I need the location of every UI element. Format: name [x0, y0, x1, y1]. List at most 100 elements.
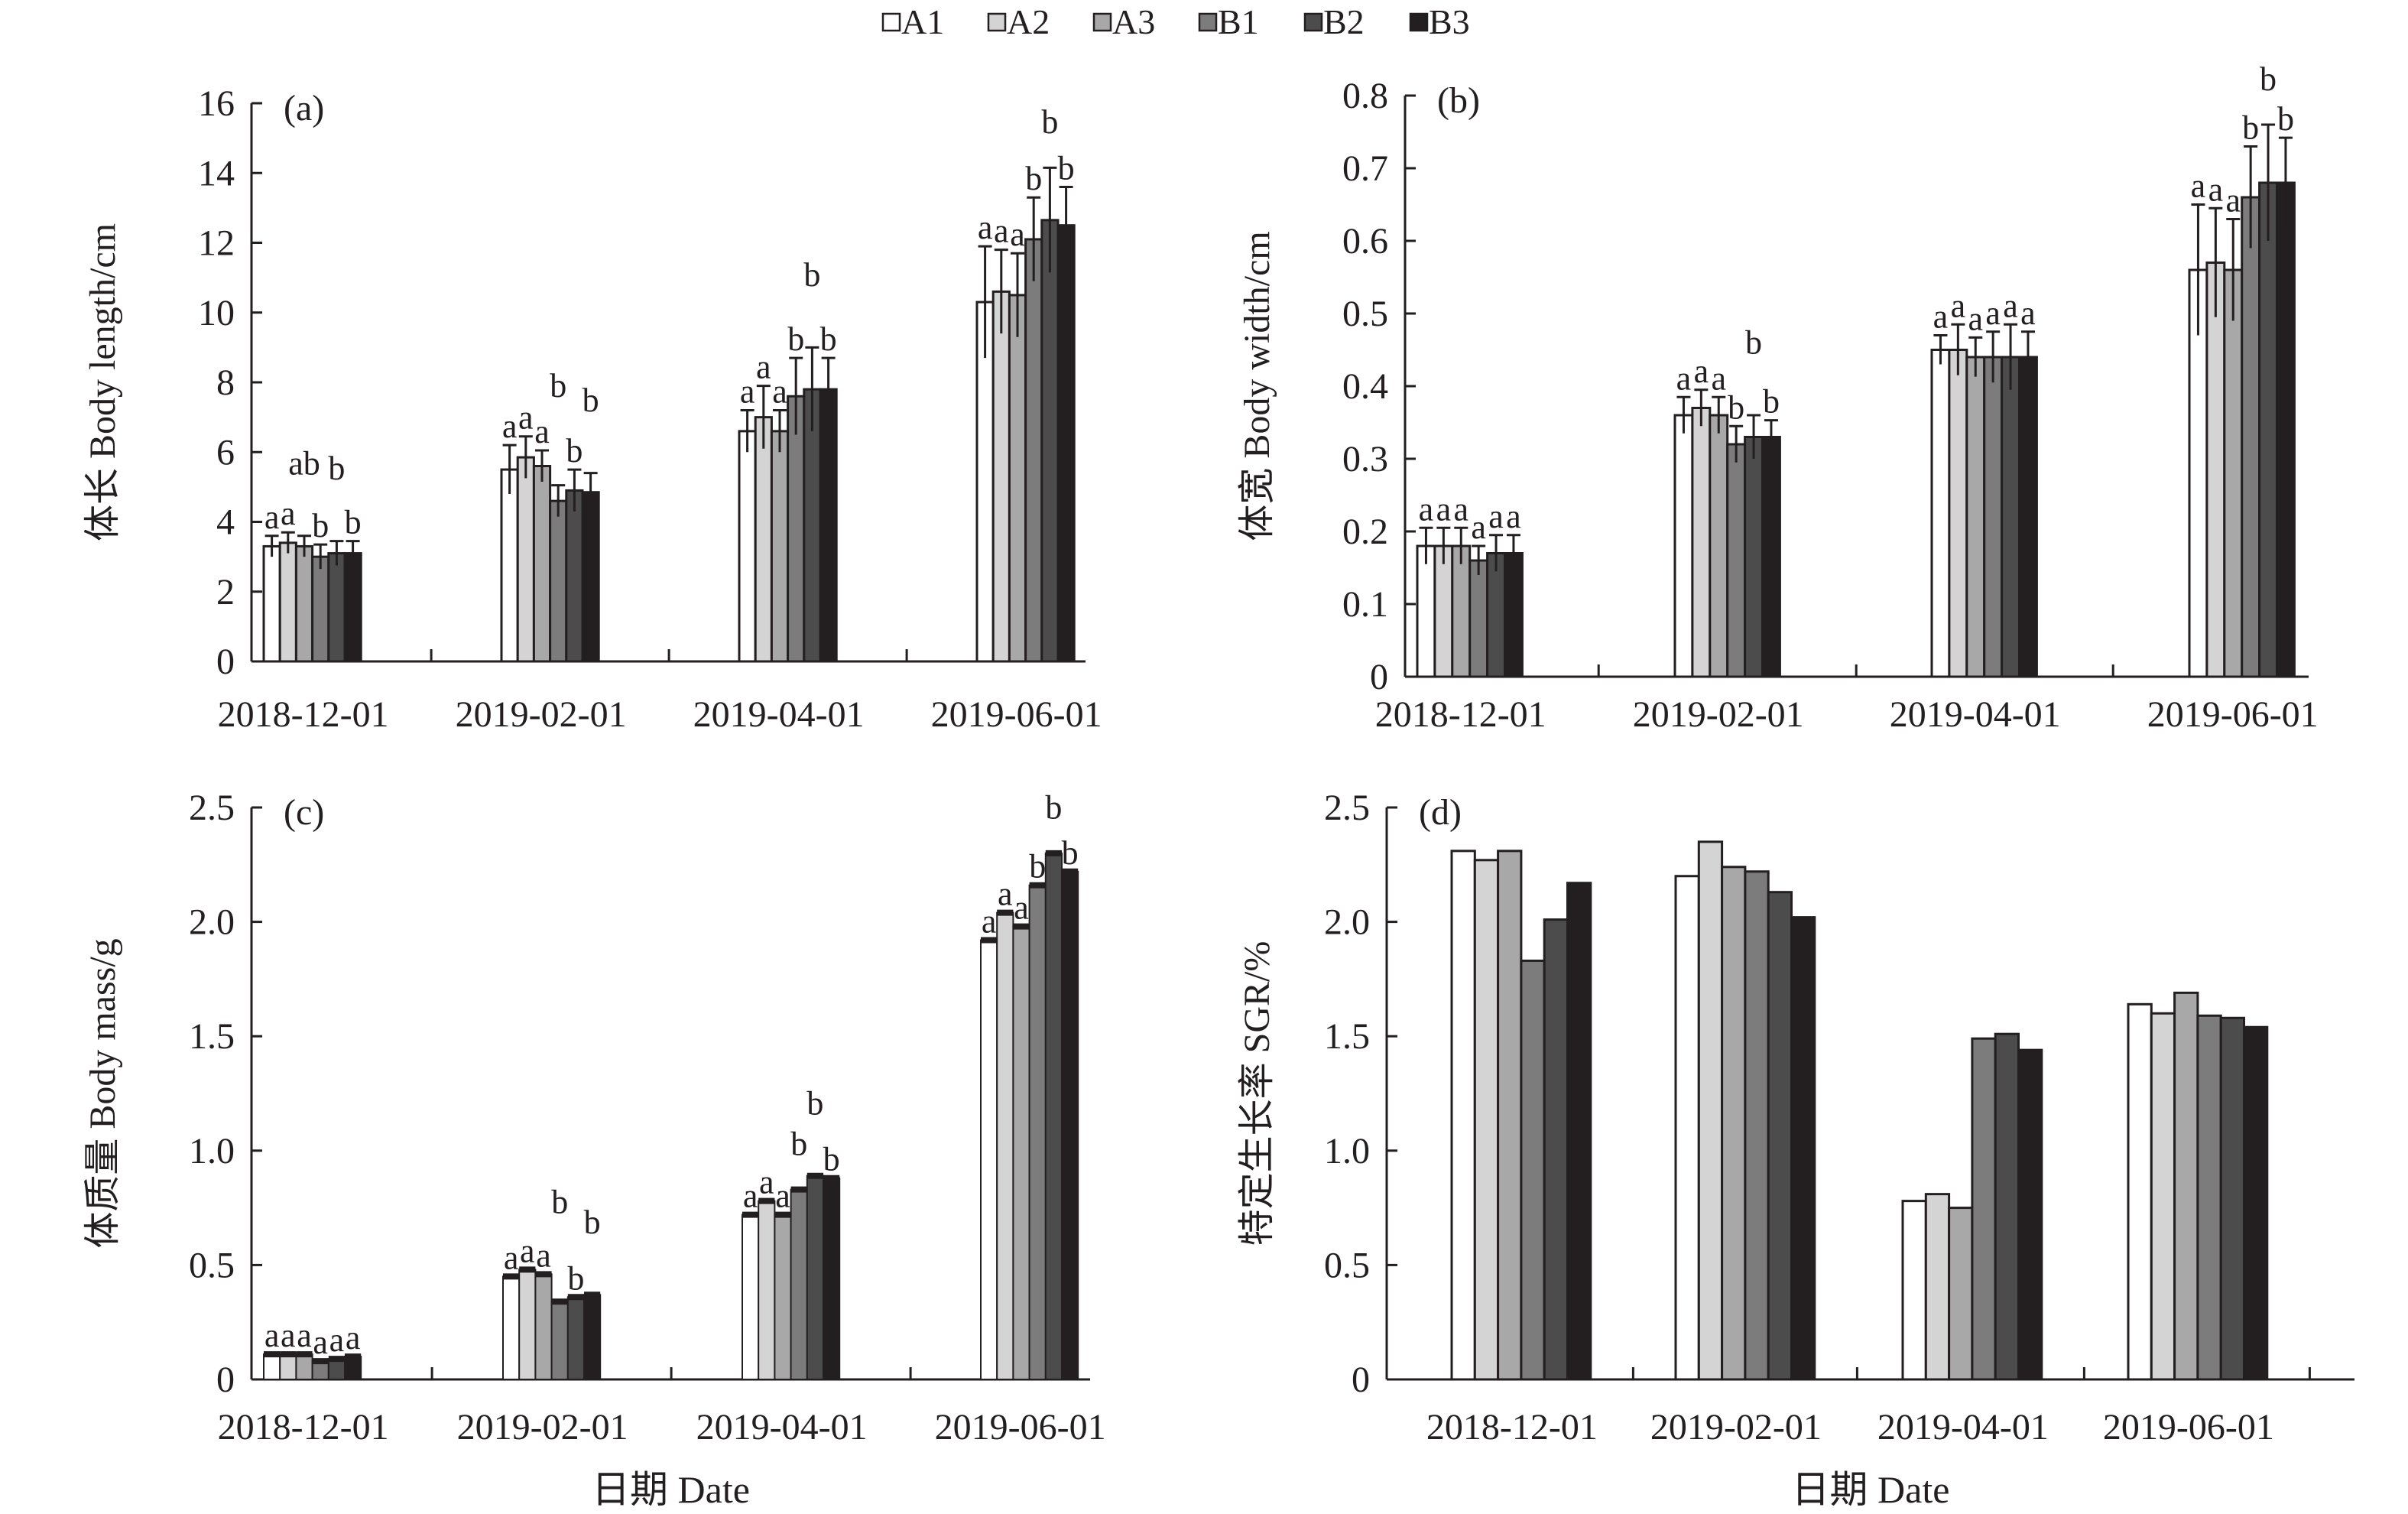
significance-letter: a: [504, 1239, 519, 1276]
x-tick-label: 2019-04-01: [1890, 694, 2061, 735]
legend-swatch-a1: [881, 12, 901, 32]
bar-a3: [774, 1213, 792, 1381]
bar-a1: [742, 1213, 760, 1381]
bar-b2: [806, 1174, 825, 1381]
bar-b2: [2001, 356, 2021, 678]
significance-letter: a: [346, 1319, 361, 1356]
bar-b2: [1994, 1032, 2020, 1381]
y-tick-label: 0.1: [1342, 584, 1388, 625]
y-tick-label: 8: [216, 362, 235, 403]
legend-label-a2: A2: [1007, 2, 1050, 41]
y-tick-label: 2.0: [189, 902, 235, 943]
legend-label-b3: B3: [1429, 2, 1470, 41]
significance-letter: a: [2208, 171, 2224, 208]
bar-b1: [1971, 1037, 1997, 1381]
panel-label: (d): [1419, 792, 1462, 833]
x-tick-label: 2018-12-01: [218, 1407, 389, 1447]
y-tick-label: 2.5: [1324, 788, 1370, 828]
legend-swatch-b1: [1198, 12, 1218, 32]
bar-a2: [996, 911, 1014, 1380]
x-tick-label: 2018-12-01: [218, 694, 389, 735]
y-axis-title: 体长 Body length/cm: [83, 223, 123, 541]
bar-b2: [1767, 891, 1793, 1381]
x-tick-label: 2019-06-01: [2103, 1407, 2274, 1447]
bar-a2: [1924, 1193, 1951, 1381]
bar-a1: [1930, 349, 1951, 678]
bar-a2: [2205, 262, 2226, 678]
significance-letter: b: [1058, 150, 1075, 187]
x-tick-label: 2018-12-01: [1375, 694, 1546, 735]
bar-b2: [1543, 918, 1569, 1381]
significance-letter: a: [1951, 287, 1966, 324]
panel-a: 0 2 4 6 8 10 12 14 16 (a) 体长 Body length/cm 2018-12…: [83, 83, 1102, 735]
legend-label-a1: A1: [901, 2, 944, 41]
y-tick-label: 2.5: [189, 788, 235, 828]
bar-a2: [754, 416, 773, 663]
x-tick-label: 2019-06-01: [935, 1407, 1106, 1447]
bar-b3: [823, 1177, 841, 1380]
bar-a1: [500, 468, 519, 663]
bar-b2: [2219, 1016, 2245, 1381]
significance-letter: a: [264, 499, 280, 536]
y-tick-label: 0.3: [1342, 439, 1388, 479]
significance-letter: a: [1933, 298, 1949, 336]
significance-letter: a: [281, 1317, 296, 1354]
significance-letter: b: [1763, 383, 1780, 421]
significance-letter: b: [2260, 60, 2277, 98]
significance-letter: a: [329, 1321, 345, 1359]
significance-letter: a: [536, 1236, 551, 1274]
significance-letter: b: [583, 382, 599, 419]
y-tick-label: 6: [216, 432, 235, 473]
x-tick-label: 2019-02-01: [1650, 1407, 1822, 1447]
significance-letter: a: [772, 373, 787, 411]
y-axis-title: 体质量 Body mass/g: [83, 938, 123, 1248]
x-tick-label: 2019-02-01: [1633, 694, 1804, 735]
significance-letter: a: [502, 408, 518, 445]
bar-b3: [1790, 916, 1816, 1381]
bar-b1: [2241, 196, 2261, 678]
significance-letter: b: [823, 1141, 840, 1178]
bar-a2: [991, 290, 1011, 663]
bar-b2: [1486, 552, 1506, 678]
bar-a3: [1012, 925, 1030, 1380]
bar-b1: [550, 1301, 569, 1380]
panel-c: 0 0.5 1.0 1.5 2.0 2.5 (c) 体质量 Body mass/g 2018-1…: [83, 788, 1106, 1511]
significance-letter: a: [520, 1232, 535, 1269]
x-tick-label: 2019-06-01: [931, 694, 1102, 735]
bar-b2: [1040, 219, 1060, 663]
bar-a3: [1721, 866, 1747, 1381]
y-tick-label: 1.5: [189, 1016, 235, 1057]
significance-letter: a: [1014, 889, 1029, 927]
y-tick-label: 14: [198, 153, 235, 193]
bar-b1: [311, 555, 330, 663]
panel-label: (b): [1437, 80, 1480, 121]
bar-a3: [1965, 356, 1986, 678]
x-tick-label: 2019-04-01: [693, 694, 865, 735]
bar-a1: [1673, 414, 1694, 678]
bar-b2: [2258, 181, 2279, 678]
significance-letter: b: [806, 1084, 823, 1122]
y-tick-label: 1.5: [1324, 1016, 1370, 1057]
legend-label-b2: B2: [1323, 2, 1365, 41]
significance-letter: b: [567, 1259, 584, 1297]
bar-b1: [1468, 559, 1489, 678]
significance-letter: b: [1029, 848, 1046, 885]
bar-a3: [1451, 544, 1472, 678]
significance-letter: a: [1985, 294, 2001, 332]
bar-b1: [1520, 959, 1546, 1381]
significance-letter: a: [2020, 294, 2036, 332]
bar-b3: [1056, 224, 1076, 663]
y-tick-label: 0: [216, 642, 235, 682]
bar-b2: [327, 552, 346, 663]
bar-b1: [790, 1188, 808, 1380]
significance-letter: b: [551, 1184, 568, 1221]
significance-letter: a: [2225, 182, 2241, 219]
legend-label-b1: B1: [1218, 2, 1259, 41]
significance-letter: b: [345, 504, 362, 541]
y-tick-label: 1.0: [1324, 1131, 1370, 1171]
bar-b2: [1744, 436, 1764, 678]
y-axis-title: 体宽 Body width/cm: [1237, 231, 1277, 541]
significance-letter: ab: [288, 444, 320, 482]
significance-letter: a: [1968, 300, 1983, 337]
legend-swatch-b3: [1409, 12, 1429, 32]
